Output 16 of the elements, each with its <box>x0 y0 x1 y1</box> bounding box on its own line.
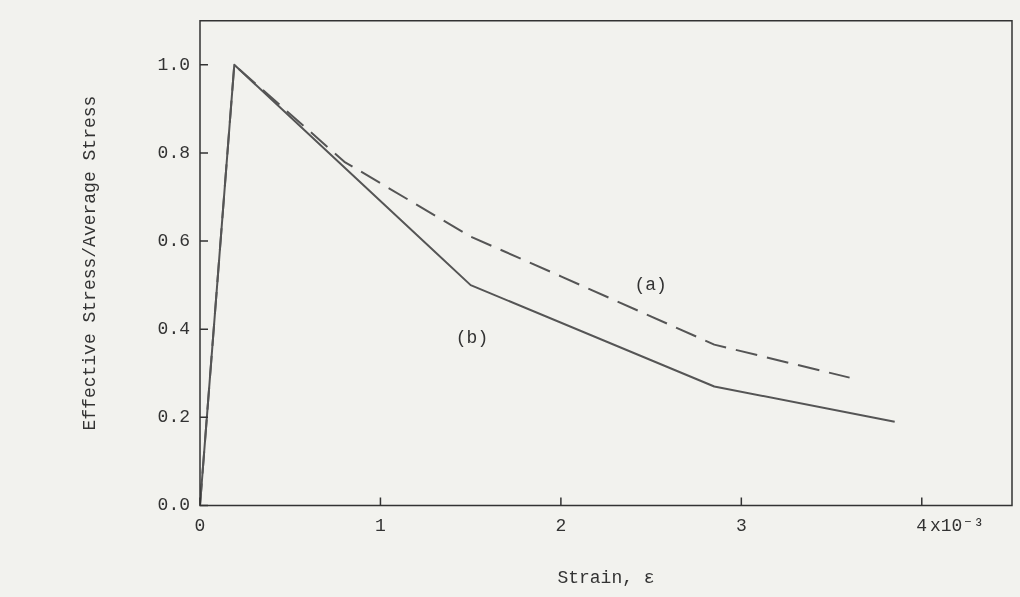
x-tick-label: 2 <box>555 515 567 536</box>
annotation: (b) <box>455 327 489 348</box>
x-axis-title: Strain, ε <box>557 567 655 588</box>
y-tick-label: 1.0 <box>157 54 190 75</box>
x-tick-label: 3 <box>735 515 747 536</box>
x-tick-label: 4 <box>916 515 928 536</box>
x-tick-label: 1 <box>375 515 386 536</box>
y-tick-label: 0.4 <box>157 318 190 339</box>
annotation: (a) <box>634 274 667 295</box>
y-tick-label: 0.6 <box>157 230 190 251</box>
text: x10⁻³ <box>930 516 985 537</box>
y-tick-label: 0.2 <box>157 407 190 428</box>
y-tick-label: 0.0 <box>157 495 190 516</box>
y-axis-title: Effective Stress/Average Stress <box>79 95 100 431</box>
y-tick-label: 0.8 <box>157 142 190 163</box>
x-tick-label: 0 <box>194 515 206 536</box>
